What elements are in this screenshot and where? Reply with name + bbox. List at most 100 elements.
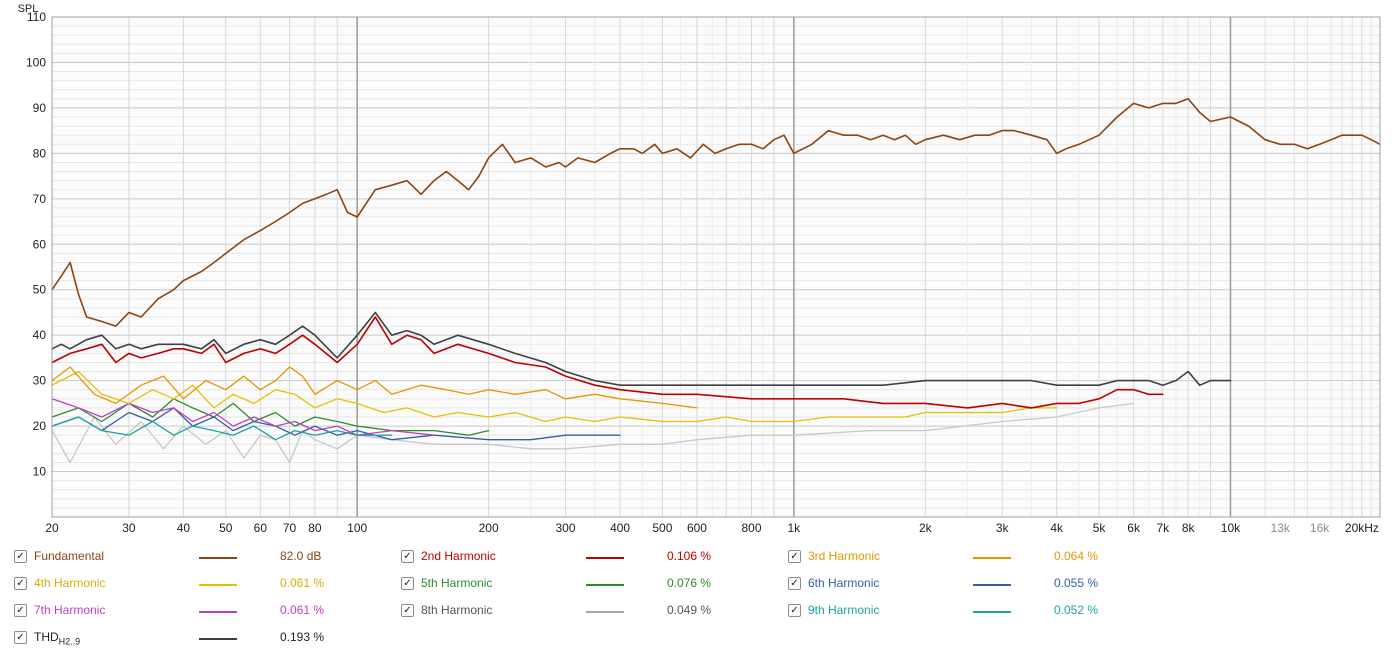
series-line-7th-harmonic (51, 398, 435, 436)
legend-swatch (586, 611, 624, 613)
legend-label-text: 7th Harmonic (34, 603, 106, 617)
series-line-2nd-harmonic (51, 316, 1164, 409)
y-tick-label: 30 (33, 374, 47, 388)
legend-checkbox[interactable]: ✓ (14, 577, 27, 590)
legend-swatch (973, 557, 1011, 559)
legend-item-3rd-harmonic: ✓ 3rd Harmonic 0.064 % (788, 548, 1158, 566)
legend-swatch (199, 611, 237, 613)
legend-value: 0.193 % (280, 630, 325, 644)
legend-checkbox[interactable]: ✓ (788, 604, 801, 617)
spl-distortion-chart: 20 30 40 50 60 70 80 100 200 300 400 500 600 800 1k 2k 3… (17, 3, 1381, 535)
plot-background (52, 17, 1380, 517)
legend-label-text: 5th Harmonic (421, 576, 493, 590)
legend-swatch (973, 584, 1011, 586)
legend-item-thd: ✓ THDH2..9 0.193 % (14, 629, 384, 647)
x-tick-label: 300 (556, 521, 576, 535)
legend-checkbox[interactable]: ✓ (788, 550, 801, 563)
y-tick-label: 100 (26, 55, 46, 69)
legend-item-9th-harmonic: ✓ 9th Harmonic 0.052 % (788, 602, 1158, 620)
x-tick-label: 16k (1310, 521, 1330, 535)
legend-value: 82.0 dB (280, 549, 322, 563)
legend-item-7th-harmonic: ✓ 7th Harmonic 0.061 % (14, 602, 384, 620)
x-tick-label: 6k (1127, 521, 1141, 535)
legend-label: THDH2..9 (34, 630, 80, 646)
legend-label-subscript: H2..9 (58, 636, 81, 647)
legend-label: Fundamental (34, 549, 104, 563)
legend-label: 2nd Harmonic (421, 549, 496, 563)
x-tick-label: 1k (787, 521, 801, 535)
x-tick-label: 40 (177, 521, 191, 535)
y-tick-label: 90 (33, 101, 47, 115)
legend-label: 3rd Harmonic (808, 549, 880, 563)
legend-value: 0.061 % (280, 603, 325, 617)
x-tick-label: 5k (1093, 521, 1107, 535)
legend-label-text: 4th Harmonic (34, 576, 106, 590)
y-tick-label: 60 (33, 237, 47, 251)
series-line-thd (51, 311, 1232, 386)
y-tick-label: 70 (33, 192, 47, 206)
series-line-9th-harmonic (51, 416, 393, 441)
legend-value: 0.106 % (667, 549, 712, 563)
legend-item-6th-harmonic: ✓ 6th Harmonic 0.055 % (788, 575, 1158, 593)
x-tick-label: 20kHz (1345, 521, 1379, 535)
x-tick-label: 500 (652, 521, 672, 535)
x-tick-label: 20 (45, 521, 59, 535)
legend: ✓ Fundamental 82.0 dB ✓ 2nd Harmonic 0.106 % ✓… (0, 543, 1400, 653)
legend-value: 0.055 % (1054, 576, 1099, 590)
legend-swatch (586, 557, 624, 559)
legend-label-text: 8th Harmonic (421, 603, 493, 617)
y-tick-label: 40 (33, 328, 47, 342)
series-line-fundamental (51, 98, 1381, 327)
x-tick-label: 2k (919, 521, 933, 535)
y-tick-label: 50 (33, 283, 47, 297)
x-tick-label: 8k (1182, 521, 1196, 535)
x-tick-label: 4k (1050, 521, 1064, 535)
legend-swatch (199, 638, 237, 640)
legend-label: 8th Harmonic (421, 603, 492, 617)
x-tick-label: 400 (610, 521, 630, 535)
legend-label: 7th Harmonic (34, 603, 105, 617)
y-tick-label: 10 (33, 465, 47, 479)
legend-swatch (973, 611, 1011, 613)
y-tick-label: 110 (27, 10, 46, 24)
x-tick-label: 600 (687, 521, 707, 535)
legend-checkbox[interactable]: ✓ (401, 604, 414, 617)
series-line-3rd-harmonic (51, 366, 698, 409)
legend-value: 0.064 % (1054, 549, 1099, 563)
legend-item-2nd-harmonic: ✓ 2nd Harmonic 0.106 % (401, 548, 771, 566)
legend-item-8th-harmonic: ✓ 8th Harmonic 0.049 % (401, 602, 771, 620)
legend-checkbox[interactable]: ✓ (14, 550, 27, 563)
x-tick-label: 7k (1157, 521, 1171, 535)
legend-label: 6th Harmonic (808, 576, 879, 590)
x-tick-label: 13k (1271, 521, 1291, 535)
legend-checkbox[interactable]: ✓ (401, 577, 414, 590)
legend-label: 9th Harmonic (808, 603, 879, 617)
legend-item-5th-harmonic: ✓ 5th Harmonic 0.076 % (401, 575, 771, 593)
x-tick-label: 50 (219, 521, 233, 535)
legend-item-fundamental: ✓ Fundamental 82.0 dB (14, 548, 384, 566)
legend-item-4th-harmonic: ✓ 4th Harmonic 0.061 % (14, 575, 384, 593)
x-tick-label: 70 (283, 521, 297, 535)
legend-value: 0.049 % (667, 603, 712, 617)
y-tick-label: 20 (33, 419, 47, 433)
legend-label-text: 6th Harmonic (808, 576, 880, 590)
legend-checkbox[interactable]: ✓ (788, 577, 801, 590)
y-axis-label: SPL (18, 3, 39, 15)
legend-swatch (586, 584, 624, 586)
x-tick-label: 200 (479, 521, 499, 535)
x-tick-label: 80 (308, 521, 322, 535)
legend-label: 4th Harmonic (34, 576, 105, 590)
y-tick-label: 80 (33, 146, 47, 160)
plot-frame (51, 16, 1381, 518)
legend-checkbox[interactable]: ✓ (14, 604, 27, 617)
x-tick-label: 100 (347, 521, 367, 535)
legend-checkbox[interactable]: ✓ (14, 631, 27, 644)
legend-value: 0.061 % (280, 576, 325, 590)
legend-value: 0.052 % (1054, 603, 1099, 617)
legend-label-text: Fundamental (34, 549, 105, 563)
x-tick-label: 800 (742, 521, 762, 535)
x-tick-label: 60 (254, 521, 268, 535)
legend-checkbox[interactable]: ✓ (401, 550, 414, 563)
legend-label-text: THD (34, 630, 59, 644)
legend-label: 5th Harmonic (421, 576, 492, 590)
